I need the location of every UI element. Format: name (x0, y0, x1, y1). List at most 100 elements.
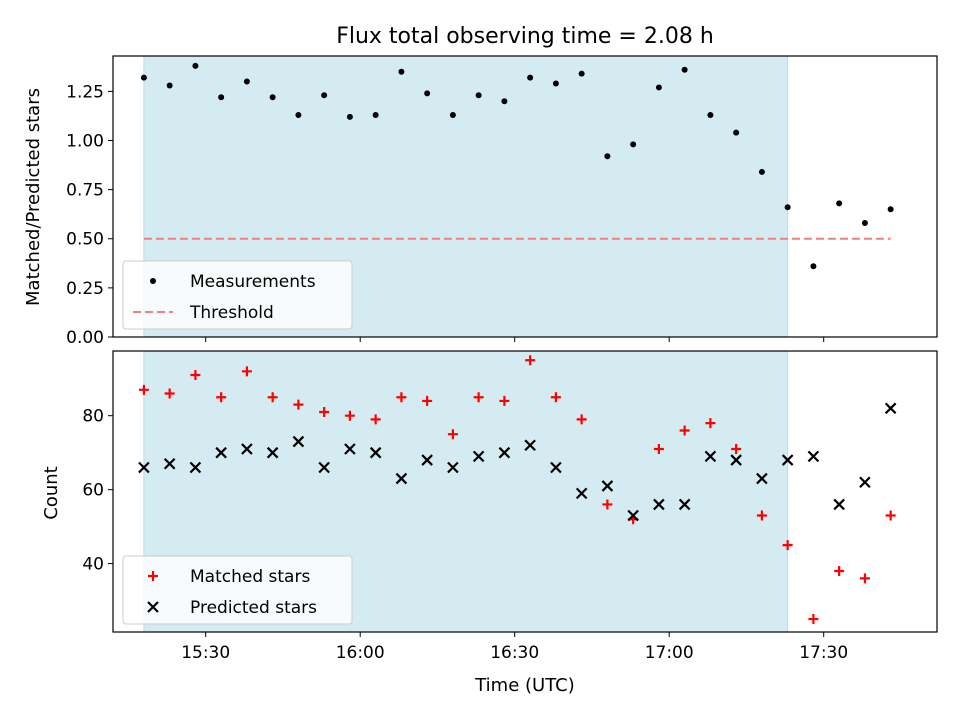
measurement-point (295, 111, 302, 118)
legend-label: Matched stars (190, 567, 310, 587)
top-y-tick-label: 1.00 (66, 131, 104, 151)
bottom-x-tick-label: 17:30 (799, 643, 848, 663)
measurement-point (604, 153, 611, 160)
top-y-tick-label: 1.25 (66, 82, 104, 102)
matched-stars-point (138, 384, 149, 395)
predicted-stars-point (421, 454, 433, 466)
top-y-tick-label: 0.25 (66, 279, 104, 299)
predicted-stars-point (859, 476, 871, 489)
legend-swatch-matched-stars (148, 571, 158, 581)
predicted-stars-point (704, 450, 717, 463)
matched-stars-point (550, 392, 561, 403)
top-y-tick-label: 0.50 (66, 230, 104, 250)
matched-stars-point (422, 395, 433, 406)
measurement-point (784, 204, 791, 211)
matched-stars-point (319, 407, 330, 418)
predicted-stars-point (498, 446, 511, 459)
predicted-stars-point (550, 461, 562, 474)
matched-stars-point (885, 510, 896, 521)
measurement-point (346, 113, 353, 120)
predicted-stars-point (756, 472, 768, 485)
matched-stars-point (216, 392, 227, 403)
measurement-point (398, 68, 405, 75)
predicted-stars-point (627, 509, 639, 522)
matched-stars-point (782, 540, 793, 551)
bottom-x-tick-label: 15:30 (181, 643, 230, 663)
matched-stars-point (447, 429, 458, 440)
matched-stars-point (293, 399, 304, 410)
top-y-axis-label: Matched/Predicted stars (23, 88, 44, 306)
predicted-stars-point (318, 461, 330, 474)
measurement-point (269, 94, 276, 101)
measurement-point (836, 200, 843, 207)
matched-stars-point (576, 414, 587, 425)
bottom-y-tick-label: 60 (82, 481, 104, 501)
predicted-stars-point (524, 439, 536, 452)
measurement-point (243, 78, 250, 85)
measurement-point (681, 66, 688, 73)
predicted-stars-point (807, 450, 820, 463)
predicted-stars-point (678, 498, 691, 511)
predicted-stars-point (781, 454, 794, 466)
measurement-point (321, 92, 328, 99)
matched-stars-point (473, 392, 484, 403)
matched-stars-point (241, 366, 252, 377)
measurement-point (140, 74, 147, 81)
measurement-point (861, 220, 868, 227)
matched-stars-point (396, 392, 407, 403)
matched-stars-point (653, 443, 664, 454)
top-y-tick-label: 0.00 (66, 328, 104, 348)
bottom-y-tick-label: 80 (82, 407, 104, 427)
measurement-point (527, 74, 534, 81)
measurement-point (733, 129, 740, 136)
predicted-stars-point (472, 450, 485, 463)
matched-stars-point (370, 414, 381, 425)
predicted-stars-point (653, 498, 665, 511)
matched-stars-point (859, 573, 870, 584)
measurement-point (372, 111, 379, 118)
bottom-x-tick-label: 16:00 (336, 643, 385, 663)
measurement-point (578, 70, 585, 77)
matched-stars-point (267, 392, 278, 403)
measurement-point (630, 141, 637, 148)
measurement-point (166, 82, 173, 89)
predicted-stars-point (369, 446, 382, 459)
predicted-stars-point (884, 402, 897, 415)
predicted-stars-point (447, 461, 459, 474)
measurement-point (218, 94, 225, 101)
matched-stars-point (190, 370, 201, 381)
predicted-stars-point (241, 443, 253, 455)
predicted-stars-point (292, 435, 305, 448)
measurement-point (655, 84, 662, 91)
measurement-point (475, 92, 482, 99)
x-axis-label: Time (UTC) (474, 675, 575, 696)
predicted-stars-point (138, 461, 150, 474)
legend-swatch-measurements (150, 278, 156, 284)
measurement-point (552, 80, 559, 87)
legend-swatch-predicted-stars (147, 601, 159, 613)
measurement-point (501, 98, 508, 105)
predicted-stars-point (163, 457, 176, 470)
bottom-x-tick-label: 17:00 (645, 643, 694, 663)
matched-stars-point (164, 388, 175, 399)
predicted-stars-point (266, 446, 279, 459)
bottom-y-axis-label: Count (41, 466, 62, 519)
bottom-legend (122, 555, 353, 625)
top-panel: 0.00 0.25 0.50 0.75 1.00 1.25 Measurements Thre… (66, 55, 938, 348)
top-y-tick-label: 0.75 (66, 181, 104, 201)
bottom-axes-frame (112, 350, 938, 633)
top-legend (122, 260, 353, 330)
predicted-stars-point (215, 446, 227, 459)
bottom-y-tick-label: 40 (82, 555, 104, 575)
measurement-point (192, 62, 199, 69)
matched-stars-point (756, 510, 767, 521)
chart-title: Flux total observing time = 2.08 h (336, 24, 714, 49)
predicted-stars-point (344, 443, 356, 455)
measurement-point (810, 263, 817, 270)
matched-stars-point (679, 425, 690, 436)
measurement-point (758, 168, 765, 175)
predicted-stars-point (395, 472, 408, 485)
bottom-panel: 40 60 80 15:30 16:00 16:30 17:00 17:30 Matched s… (82, 350, 938, 663)
matched-stars-point (808, 614, 819, 625)
